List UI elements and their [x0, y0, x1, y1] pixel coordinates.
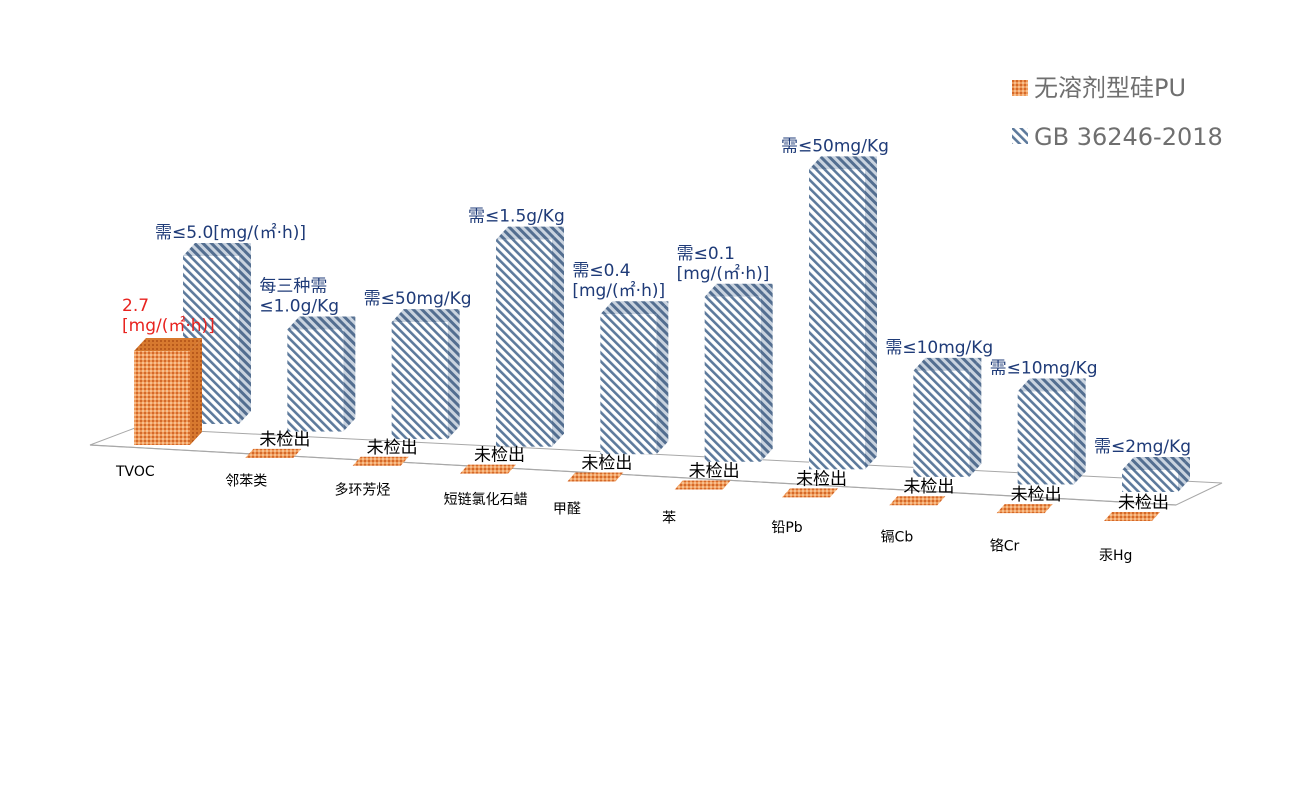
blue-stripe-icon: [1012, 128, 1028, 144]
annotation-pu-cat-5: 未检出: [689, 461, 740, 481]
annotation-gb-cat-1: 每三种需≤1.0g/Kg: [259, 277, 339, 317]
bar-pu-cat-2: [352, 456, 409, 466]
legend-label-series-a: 无溶剂型硅PU: [1034, 74, 1186, 102]
category-label-cat-4: 甲醛: [553, 501, 581, 517]
annotation-pu-cat-3: 未检出: [474, 446, 525, 466]
bar-gb-cat-7: [913, 357, 982, 477]
bar-pu-cat-6: [782, 488, 838, 498]
annotation-pu-cat-2: 未检出: [367, 438, 418, 458]
legend-item-series-b: GB 36246-2018: [1012, 123, 1223, 151]
category-label-cat-5: 苯: [662, 510, 676, 527]
category-label-cat-8: 铬Cr: [990, 539, 1020, 555]
annotation-pu-cat-7: 未检出: [903, 477, 954, 497]
category-label-cat-9: 汞Hg: [1099, 548, 1132, 564]
bar-gb-cat-6: [809, 156, 877, 470]
legend: 无溶剂型硅PU GB 36246-2018: [1012, 74, 1223, 151]
annotation-gb-cat-2: 需≤50mg/Kg: [364, 289, 472, 309]
annotation-gb-cat-7: 需≤10mg/Kg: [885, 338, 993, 358]
annotation-pu-cat-8: 未检出: [1011, 485, 1062, 505]
annotation-pu-cat-1: 未检出: [259, 430, 310, 450]
annotation-gb-cat-8: 需≤10mg/Kg: [990, 358, 1098, 378]
bar-gb-cat-0: [183, 243, 251, 424]
category-label-cat-6: 铅Pb: [771, 520, 802, 536]
annotation-pu-cat-0: 2.7 [mg/(㎡·h)]: [122, 296, 215, 336]
category-label-cat-2: 多环芳烃: [334, 482, 390, 499]
annotation-gb-cat-0: 需≤5.0[mg/(㎡·h)]: [155, 223, 306, 243]
legend-label-series-b: GB 36246-2018: [1034, 123, 1223, 151]
annotation-gb-cat-5: 需≤0.1 [mg/(㎡·h)]: [677, 244, 770, 284]
bar-pu-cat-0: [134, 338, 202, 445]
bar-gb-cat-5: [704, 283, 773, 462]
bar-gb-cat-3: [496, 226, 564, 447]
bar-pu-cat-4: [567, 472, 624, 482]
bar-pu-cat-8: [996, 504, 1053, 514]
bar-gb-cat-2: [391, 309, 460, 440]
bar-pu-cat-5: [674, 480, 731, 490]
annotation-pu-cat-4: 未检出: [581, 454, 632, 474]
bar-gb-cat-1: [287, 316, 356, 432]
bar-pu-cat-9: [1104, 512, 1160, 521]
annotation-gb-cat-3: 需≤1.5g/Kg: [468, 207, 565, 227]
annotation-pu-cat-6: 未检出: [796, 469, 847, 489]
annotation-gb-cat-4: 需≤0.4 [mg/(㎡·h)]: [572, 261, 665, 301]
category-label-cat-0: TVOC: [115, 464, 155, 480]
bar-gb-cat-9: [1122, 457, 1190, 492]
bar-pu-cat-3: [460, 464, 516, 474]
bar-pu-cat-7: [889, 496, 946, 506]
category-label-cat-7: 镉Cb: [881, 529, 914, 545]
annotation-gb-cat-9: 需≤2mg/Kg: [1094, 437, 1191, 457]
bar-gb-cat-4: [600, 301, 669, 455]
category-label-cat-3: 短链氯化石蜡: [444, 492, 528, 508]
bar-pu-cat-1: [245, 448, 302, 458]
annotation-pu-cat-9: 未检出: [1118, 493, 1169, 513]
annotation-gb-cat-6: 需≤50mg/Kg: [781, 136, 889, 156]
orange-check-icon: [1012, 80, 1028, 96]
bar-gb-cat-8: [1017, 378, 1086, 485]
bars-layer: [134, 156, 1190, 521]
legend-item-series-a: 无溶剂型硅PU: [1012, 74, 1186, 102]
category-label-cat-1: 邻苯类: [225, 472, 267, 489]
